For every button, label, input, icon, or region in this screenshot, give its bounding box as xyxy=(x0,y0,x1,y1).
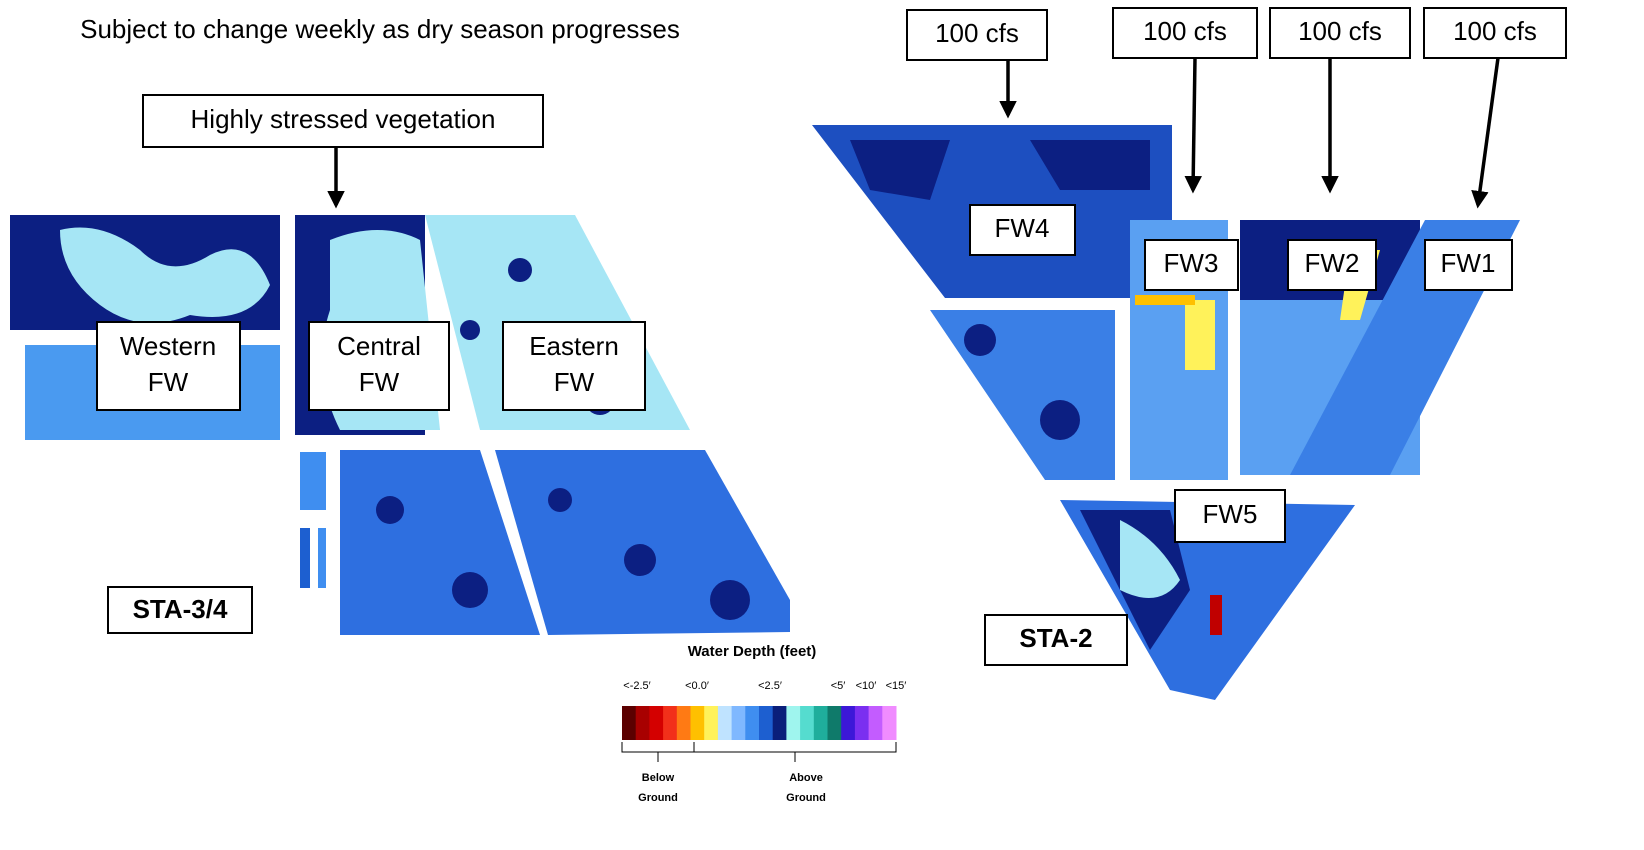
cell-label: FW3 xyxy=(1164,248,1219,278)
legend-swatch xyxy=(718,706,732,740)
cell-label: FW5 xyxy=(1203,499,1258,529)
inflow-label: 100 cfs xyxy=(935,18,1019,48)
cell-label: FW1 xyxy=(1441,248,1496,278)
inflow-label: 100 cfs xyxy=(1143,16,1227,46)
legend: Water Depth (feet) <-2.5′ <0.0′ <2.5′ <5… xyxy=(622,643,906,804)
legend-swatch xyxy=(800,706,814,740)
legend-tick: <-2.5′ xyxy=(623,680,650,692)
page: Subject to change weekly as dry season p… xyxy=(0,0,1644,850)
legend-bracket xyxy=(622,742,896,762)
legend-tick: <10′ xyxy=(856,680,877,692)
arrow xyxy=(1478,58,1498,205)
cell-label: FW2 xyxy=(1305,248,1360,278)
map-name: STA-2 xyxy=(1019,623,1092,653)
cell-label: Eastern xyxy=(529,331,619,361)
arrow xyxy=(1193,58,1195,190)
legend-swatch xyxy=(828,706,842,740)
subtitle: Subject to change weekly as dry season p… xyxy=(80,14,680,44)
legend-swatch xyxy=(704,706,718,740)
legend-swatch xyxy=(759,706,773,740)
cell-label: FW xyxy=(554,367,595,397)
legend-swatch xyxy=(622,706,636,740)
legend-tick: <0.0′ xyxy=(685,680,709,692)
legend-swatch xyxy=(691,706,705,740)
sta2-map xyxy=(812,125,1520,700)
legend-swatch xyxy=(841,706,855,740)
legend-swatch xyxy=(649,706,663,740)
legend-swatch xyxy=(677,706,691,740)
legend-swatch xyxy=(636,706,650,740)
inflow-label: 100 cfs xyxy=(1298,16,1382,46)
legend-group: Ground xyxy=(786,792,826,804)
legend-swatch xyxy=(882,706,896,740)
legend-group: Ground xyxy=(638,792,678,804)
cell-label: FW xyxy=(359,367,400,397)
legend-tick: <2.5′ xyxy=(758,680,782,692)
cell-label: Western xyxy=(120,331,216,361)
cell-label: Central xyxy=(337,331,421,361)
cell-label: FW4 xyxy=(995,213,1050,243)
legend-swatch xyxy=(773,706,787,740)
inflow-label: 100 cfs xyxy=(1453,16,1537,46)
callout: Highly stressed vegetation xyxy=(191,104,496,134)
legend-tick: <15′ xyxy=(886,680,907,692)
legend-tick: <5′ xyxy=(831,680,846,692)
legend-swatch xyxy=(786,706,800,740)
legend-swatch xyxy=(663,706,677,740)
legend-swatch xyxy=(855,706,869,740)
legend-swatch xyxy=(745,706,759,740)
cell-label: FW xyxy=(148,367,189,397)
map-name: STA-3/4 xyxy=(133,594,228,624)
sta34-map xyxy=(10,215,790,635)
legend-group: Above xyxy=(789,772,823,784)
legend-swatch xyxy=(814,706,828,740)
legend-swatch xyxy=(869,706,883,740)
legend-title: Water Depth (feet) xyxy=(688,643,817,660)
legend-swatch xyxy=(732,706,746,740)
legend-group: Below xyxy=(642,772,675,784)
